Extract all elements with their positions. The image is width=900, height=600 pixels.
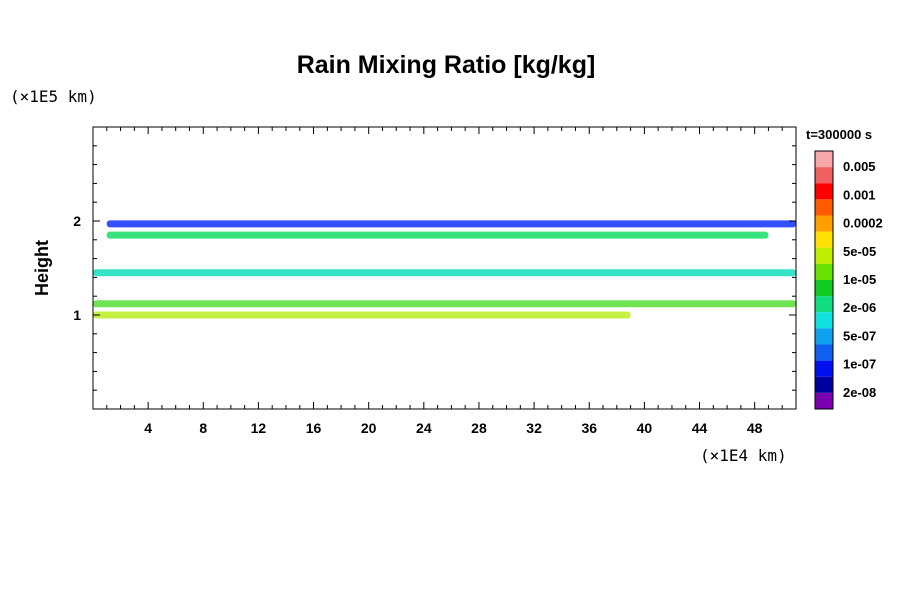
rain-band-1 xyxy=(106,220,797,228)
x-tick-label: 20 xyxy=(361,420,377,436)
rain-band-5 xyxy=(93,311,631,319)
chart-title: Rain Mixing Ratio [kg/kg] xyxy=(297,51,596,79)
colorbar-swatch xyxy=(815,215,833,232)
colorbar-swatch xyxy=(815,392,833,409)
x-tick-label: 32 xyxy=(526,420,542,436)
x-tick-label: 4 xyxy=(144,420,152,436)
colorbar-swatch xyxy=(815,312,833,329)
rain-band-2 xyxy=(106,231,769,239)
rain-band-4 xyxy=(93,300,796,308)
x-tick-label: 40 xyxy=(637,420,653,436)
colorbar-frame xyxy=(814,150,834,410)
colorbar-swatch xyxy=(815,280,833,297)
rain-band-3 xyxy=(93,269,796,277)
x-tick-label: 24 xyxy=(416,420,432,436)
colorbar-label: 2e-08 xyxy=(843,385,876,400)
colorbar-swatch xyxy=(815,360,833,377)
colorbar-swatch xyxy=(815,247,833,264)
x-tick-label: 16 xyxy=(306,420,322,436)
colorbar-label: 0.001 xyxy=(843,187,876,202)
x-tick-label: 12 xyxy=(251,420,267,436)
x-tick-label: 28 xyxy=(471,420,487,436)
colorbar-label: 2e-06 xyxy=(843,300,876,315)
colorbar-label: 5e-05 xyxy=(843,244,876,259)
x-tick-label: 48 xyxy=(747,420,763,436)
y-axis-label: Height xyxy=(32,240,52,296)
x-tick-label: 44 xyxy=(692,420,708,436)
colorbar-label: 1e-05 xyxy=(843,272,876,287)
y-tick-label: 2 xyxy=(73,213,81,229)
colorbar-swatch xyxy=(815,183,833,200)
colorbar-swatch xyxy=(815,328,833,345)
colorbar-label: 0.0002 xyxy=(843,216,883,231)
x-tick-label: 8 xyxy=(199,420,207,436)
x-tick-label: 36 xyxy=(581,420,597,436)
colorbar-label: 1e-07 xyxy=(843,357,876,372)
colorbar-swatch xyxy=(815,151,833,168)
colorbar-swatch xyxy=(815,231,833,248)
plot-frame xyxy=(92,126,797,410)
colorbar-label: 5e-07 xyxy=(843,328,876,343)
colorbar-swatch xyxy=(815,263,833,280)
colorbar-swatch xyxy=(815,376,833,393)
colorbar-swatch xyxy=(815,199,833,216)
y-units-label: (×1E5 km) xyxy=(10,87,97,106)
time-label: t=300000 s xyxy=(806,127,872,142)
plot-area xyxy=(93,220,797,319)
colorbar: 0.005 0.001 0.0002 5e-05 1e-05 2e-06 5e-07 1e-0… xyxy=(814,150,883,410)
colorbar-swatch xyxy=(815,167,833,184)
x-units-label: (×1E4 km) xyxy=(700,446,787,465)
colorbar-label: 0.005 xyxy=(843,159,876,174)
y-tick-label: 1 xyxy=(73,307,81,323)
colorbar-swatch xyxy=(815,296,833,313)
colorbar-swatch xyxy=(815,344,833,361)
